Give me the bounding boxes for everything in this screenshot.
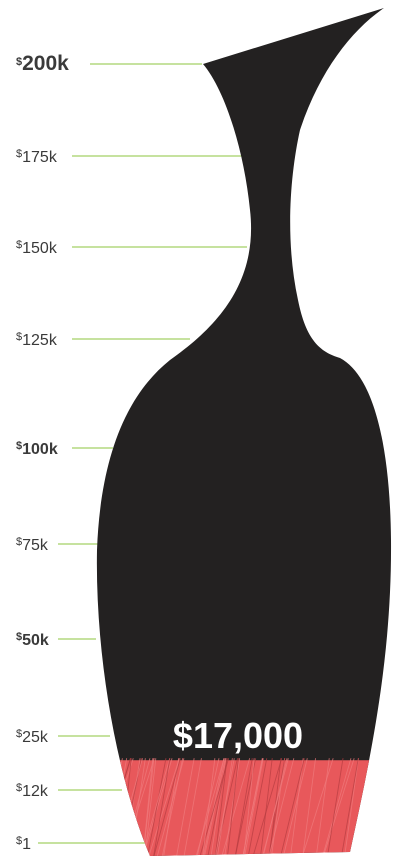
scale-tick-lines: [38, 63, 247, 844]
hatch-stroke: [241, 758, 264, 856]
hatch-stroke: [270, 758, 286, 856]
hatch-stroke: [289, 758, 304, 856]
hatch-stroke: [214, 758, 235, 856]
tick-label-100k: $100k: [16, 440, 58, 458]
tick-label-125k: $125k: [16, 331, 58, 349]
hatch-stroke: [214, 758, 228, 856]
tick-label-200k: $200k: [16, 52, 69, 75]
hatch-stroke: [301, 758, 334, 856]
hatch-stroke: [214, 758, 238, 856]
vase-silhouette: [96, 8, 392, 856]
hatch-stroke: [142, 758, 154, 856]
hatch-stroke: [302, 758, 316, 856]
hatch-stroke: [234, 758, 253, 856]
hatch-stroke: [261, 758, 289, 856]
hatch-stroke: [282, 758, 308, 856]
tick-label-12k: $12k: [16, 782, 49, 800]
hatch-stroke: [224, 758, 241, 856]
current-amount-label: $17,000: [173, 715, 303, 756]
hatch-stroke: [226, 758, 239, 856]
hatch-stroke: [259, 758, 273, 856]
hatch-stroke: [326, 758, 344, 856]
tick-label-75k: $75k: [16, 536, 49, 554]
hatch-stroke: [202, 758, 216, 856]
hatch-stroke: [343, 758, 359, 856]
filled-portion: [96, 758, 392, 856]
tick-label-1: $1: [16, 835, 31, 853]
hatch-stroke: [195, 758, 225, 856]
hatch-stroke: [202, 758, 225, 856]
hatch-stroke: [322, 758, 355, 856]
hatch-stroke: [183, 758, 202, 856]
hatch-stroke: [161, 758, 184, 856]
hatch-stroke: [220, 758, 251, 856]
hatch-stroke: [268, 758, 295, 856]
hatch-stroke: [146, 758, 167, 856]
tick-label-150k: $150k: [16, 239, 58, 257]
hatch-stroke: [268, 758, 286, 856]
scale-tick-labels: $200k $175k $150k $125k $100k $75k $50k $25k $12…: [16, 52, 69, 853]
hatch-stroke: [340, 758, 359, 856]
tick-label-50k: $50k: [16, 631, 49, 649]
hatch-stroke: [315, 758, 330, 856]
hatch-stroke: [243, 758, 264, 856]
hatch-stroke: [321, 758, 352, 856]
hatch-stroke: [175, 758, 195, 856]
hatch-stroke: [141, 758, 171, 856]
hatch-stroke: [279, 758, 305, 856]
hatch-stroke: [247, 758, 268, 856]
hatch-stroke: [252, 758, 283, 856]
hatch-stroke: [152, 758, 181, 856]
tick-label-25k: $25k: [16, 728, 49, 746]
hatch-stroke: [152, 758, 171, 856]
tick-label-175k: $175k: [16, 148, 58, 166]
hatch-stroke: [203, 758, 226, 856]
hatch-stroke: [147, 758, 180, 856]
